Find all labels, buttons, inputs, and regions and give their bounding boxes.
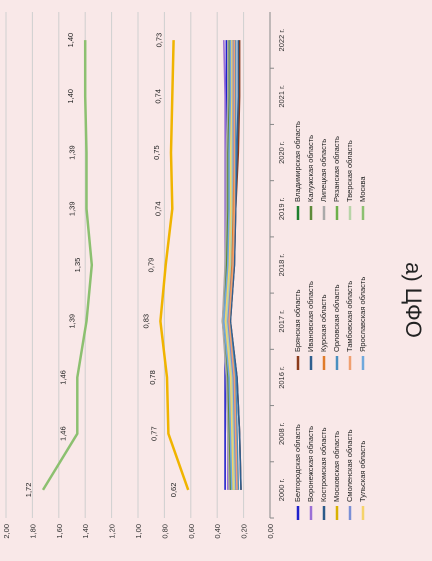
series-line (159, 40, 190, 491)
data-label: 1,35 (73, 258, 82, 273)
legend-label: Костромская область (319, 427, 328, 502)
category-tick-label: 2000 г. (277, 479, 286, 502)
category-tick-label: 2020 г. (277, 141, 286, 164)
category-tick-label: 2021 г. (277, 85, 286, 108)
legend-label: Рязанская область (332, 136, 341, 202)
data-label: 1,72 (24, 483, 33, 498)
legend-label: Смоленская область (345, 429, 354, 502)
data-label: 1,40 (66, 89, 75, 104)
value-tick-label: 1,60 (55, 524, 64, 539)
legend-label: Калужская область (306, 135, 315, 202)
legend-label: Ярославская область (358, 277, 367, 352)
data-label: 0,75 (152, 145, 161, 160)
value-tick-label: 1,00 (134, 524, 143, 539)
data-label: 1,46 (58, 426, 67, 441)
value-tick-label: 1,80 (28, 524, 37, 539)
value-tick-label: 0,80 (160, 524, 169, 539)
legend-label: Московская область (332, 431, 341, 502)
value-tick-label: 0,20 (240, 524, 249, 539)
legend-label: Тульская область (358, 441, 367, 502)
data-label: 0,79 (147, 258, 156, 273)
category-tick-label: 2018 г. (277, 254, 286, 277)
value-tick-label: 1,40 (81, 524, 90, 539)
data-label: 1,40 (66, 33, 75, 48)
plot-area: 0,00 0,20 0,40 0,60 0,80 1,00 1,20 1,40 1,60 1,80… (2, 12, 286, 539)
data-label: 0,74 (153, 201, 162, 216)
category-tick-label: 2008 г. (277, 422, 286, 445)
data-label: 1,39 (68, 145, 77, 160)
data-label: 1,39 (68, 201, 77, 216)
data-label: 1,46 (58, 370, 67, 385)
legend-label: Владимирская область (293, 121, 302, 202)
category-tick-label: 2017 г. (277, 310, 286, 333)
legend-label: Орловская область (332, 284, 341, 352)
chart-caption: а) ЦФО (401, 262, 426, 338)
data-label: 0,74 (153, 89, 162, 104)
series-line (223, 40, 233, 490)
legend-label: Ивановская область (306, 281, 315, 352)
series-line (228, 40, 238, 490)
data-label: 1,39 (68, 314, 77, 329)
series-line (41, 40, 94, 491)
series-line (221, 40, 230, 490)
legend-label: Тверская область (345, 140, 354, 202)
value-tick-label: 2,00 (2, 524, 11, 539)
category-tick-label: 2019 г. (277, 197, 286, 220)
value-tick-label: 0,60 (187, 524, 196, 539)
data-label: 0,73 (155, 33, 164, 48)
data-label: 0,78 (148, 370, 157, 385)
legend-label: Москва (358, 176, 367, 202)
legend-label: Белгородская область (293, 424, 302, 502)
legend-label: Липецкая область (319, 139, 328, 202)
value-tick-label: 1,20 (108, 524, 117, 539)
legend: Белгородская область Брянская область Влад… (293, 121, 367, 520)
series-line (224, 40, 234, 490)
legend-label: Брянская область (293, 289, 302, 352)
category-tick-label: 2016 г. (277, 366, 286, 389)
legend-label: Курская область (319, 294, 328, 352)
series-line (229, 40, 242, 490)
value-tick-label: 0,40 (213, 524, 222, 539)
data-label: 0,83 (141, 314, 150, 329)
value-tick-label: 0,00 (266, 524, 275, 539)
legend-label: Воронежская область (306, 426, 315, 502)
data-label: 0,62 (169, 483, 178, 498)
series-line (223, 40, 232, 490)
legend-label: Тамбовская область (345, 281, 354, 352)
chart-caption-wrap: а) ЦФО (401, 262, 426, 338)
category-tick-label: 2022 г. (277, 29, 286, 52)
data-label: 0,77 (149, 426, 158, 441)
